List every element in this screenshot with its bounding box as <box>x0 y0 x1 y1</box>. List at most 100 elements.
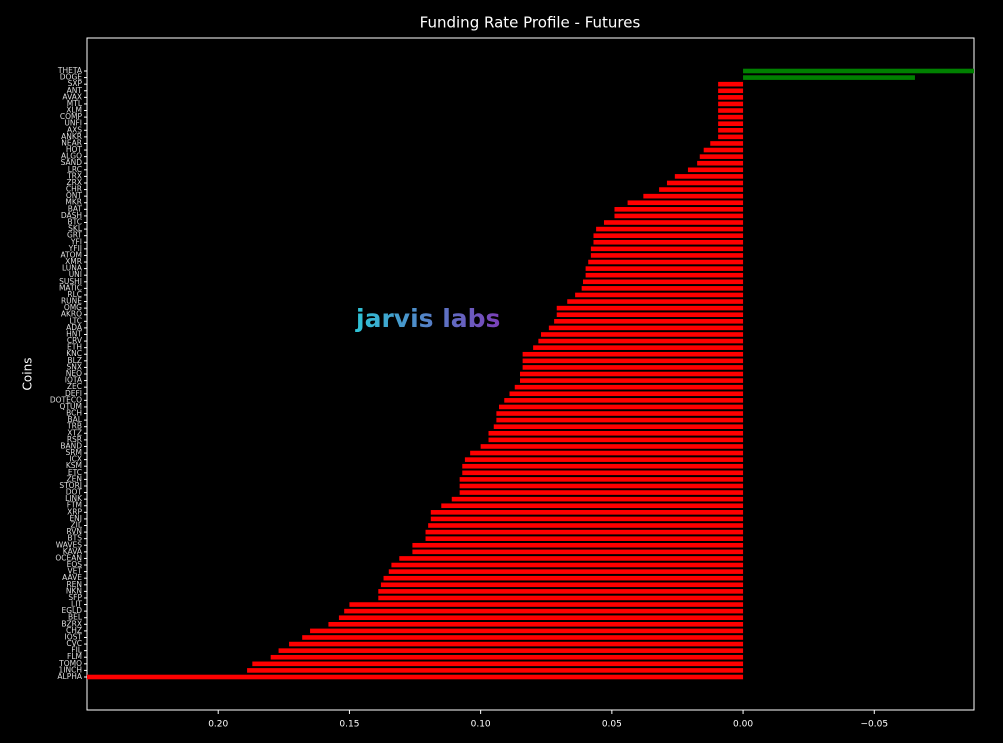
bar <box>585 272 744 278</box>
watermark: jarvis labs <box>355 304 500 333</box>
y-tick-label: HNT <box>66 329 82 338</box>
y-tick-label: AVAX <box>62 92 82 101</box>
bar <box>533 345 744 350</box>
bar <box>462 463 744 469</box>
y-tick-label: ETH <box>67 343 82 352</box>
y-tick-label: BCH <box>66 409 82 418</box>
bar <box>289 641 744 647</box>
bar <box>430 510 744 515</box>
y-tick-label: DEFI <box>65 389 82 398</box>
bar <box>412 549 744 555</box>
y-tick-label: LUNA <box>62 264 83 273</box>
chart-title: Funding Rate Profile - Futures <box>420 14 641 32</box>
bar <box>310 628 744 634</box>
y-tick-label: IOST <box>65 632 83 641</box>
bar <box>718 114 744 120</box>
y-tick-label: ZEC <box>67 382 82 391</box>
x-tick-label: 0.15 <box>339 720 359 730</box>
bar <box>567 299 744 304</box>
y-tick-label: XTZ <box>67 428 82 437</box>
x-tick-label: 0.10 <box>471 720 491 730</box>
y-tick-label: DOTECO <box>50 395 82 404</box>
bar <box>496 411 744 416</box>
y-tick-label: STORJ <box>59 481 82 490</box>
y-tick-label: CHR <box>66 185 82 194</box>
bar <box>588 259 744 265</box>
bar <box>666 180 744 186</box>
bar <box>718 121 744 126</box>
bar <box>383 575 744 581</box>
bar <box>504 398 744 403</box>
x-tick-label: −0.05 <box>860 720 888 730</box>
y-tick-label: ZEN <box>67 474 83 483</box>
bar <box>302 635 744 640</box>
y-tick-label: NKN <box>66 586 82 595</box>
bar <box>425 536 744 541</box>
y-tick-label: XRP <box>67 507 82 516</box>
y-tick-label: FIL <box>71 646 83 655</box>
bar <box>710 141 744 146</box>
bar <box>697 160 744 166</box>
bar <box>582 279 744 285</box>
y-tick-label: ATOM <box>60 250 82 259</box>
y-tick-label: RUNE <box>61 297 82 306</box>
bar <box>718 88 744 94</box>
y-tick-label: LINK <box>65 494 83 503</box>
y-tick-label: BAT <box>68 204 83 213</box>
bar <box>87 674 744 680</box>
x-tick-label: 0.20 <box>208 720 228 730</box>
bar <box>493 424 744 429</box>
y-tick-label: 1INCH <box>59 665 82 674</box>
bar <box>703 147 744 153</box>
y-tick-label: YFI <box>70 237 82 246</box>
bar <box>430 516 744 522</box>
bar <box>718 134 744 140</box>
y-tick-label: KAVA <box>63 547 83 556</box>
y-tick-label: SUSHI <box>59 277 82 286</box>
y-tick-label: RLC <box>67 290 82 299</box>
bar <box>247 668 744 673</box>
bar <box>520 378 744 383</box>
bar <box>718 127 744 133</box>
y-tick-label: TRX <box>66 171 82 180</box>
y-tick-label: LRC <box>68 165 82 174</box>
y-tick-label: COMP <box>60 112 83 121</box>
bar <box>459 483 744 489</box>
bar <box>687 167 744 173</box>
bar <box>252 661 744 667</box>
y-tick-label: NEO <box>66 369 82 378</box>
y-tick-label: ANKR <box>61 132 82 141</box>
bar <box>459 477 744 482</box>
y-tick-label: ONT <box>66 191 83 200</box>
bar <box>581 286 744 291</box>
y-tick-label: SNX <box>66 362 82 371</box>
bar <box>441 503 744 509</box>
y-tick-label: AKRO <box>61 310 82 319</box>
bar <box>488 437 744 443</box>
y-tick-label: VET <box>68 567 83 576</box>
y-tick-label: ICX <box>69 455 82 464</box>
bar <box>554 319 744 324</box>
bar <box>378 595 744 601</box>
y-tick-label: AAVE <box>62 573 82 582</box>
bar <box>556 312 744 318</box>
bar <box>585 266 744 271</box>
bar <box>590 246 744 252</box>
y-tick-label: BTC <box>67 218 82 227</box>
y-tick-label: SKL <box>68 224 83 233</box>
bar <box>718 81 744 87</box>
bar <box>388 569 744 574</box>
bar <box>627 200 744 206</box>
y-tick-label: WAVES <box>56 540 83 549</box>
y-tick-label: IOTA <box>65 376 83 385</box>
y-tick-label: ZIL <box>70 521 82 530</box>
bar <box>743 68 974 74</box>
bar <box>462 470 744 476</box>
y-tick-label: DASH <box>61 211 82 220</box>
bar <box>270 654 744 660</box>
bar <box>480 444 744 449</box>
bar <box>278 648 744 653</box>
bar <box>399 556 744 561</box>
bar <box>522 365 744 370</box>
